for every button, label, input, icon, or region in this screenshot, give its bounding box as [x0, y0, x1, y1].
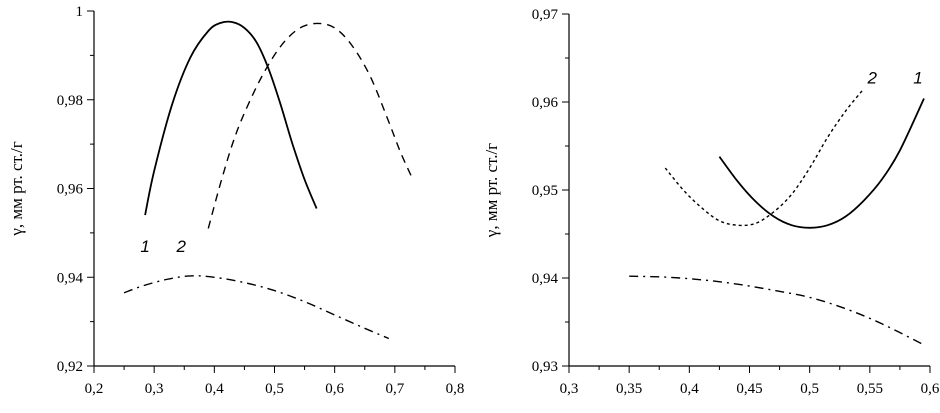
y-tick-label: 0,96 — [532, 95, 559, 111]
y-tick-label: 0,94 — [532, 271, 559, 287]
curve-label-1: 1 — [140, 237, 149, 256]
y-tick-label: 0,94 — [57, 270, 84, 286]
x-tick-label: 0,5 — [800, 381, 819, 397]
series-line-2 — [664, 88, 865, 227]
y-tick-label: 0,93 — [532, 359, 558, 375]
x-tick-label: 0,2 — [85, 381, 104, 397]
y-tick-label: 0,92 — [57, 359, 83, 375]
y-tick-label: 0,97 — [532, 7, 559, 23]
x-tick-label: 0,45 — [736, 381, 762, 397]
x-tick-label: 0,8 — [446, 381, 465, 397]
curve-label-1: 1 — [913, 68, 922, 87]
y-tick-label: 0,95 — [532, 183, 558, 199]
series-line-1 — [718, 98, 925, 229]
series-line-2 — [207, 22, 414, 229]
x-tick-label: 0,55 — [857, 381, 883, 397]
x-tick-label: 0,4 — [205, 381, 224, 397]
y-tick-label: 1 — [76, 4, 84, 20]
y-axis-label: γ, мм рт. ст./г — [482, 143, 501, 238]
series-line-1 — [144, 20, 318, 216]
chart-panel-2: 0,3 0,35 0,4 0,45 0,5 0,55 0,6 0,93 0,94 0,95 0,96… — [482, 7, 940, 397]
curve-label-2: 2 — [176, 237, 187, 256]
curve-label-2: 2 — [867, 68, 878, 87]
chart-panel-1: 0,2 0,3 0,4 0,5 0,6 0,7 0,8 0,92 0,94 0,96 0,98 1 γ,… — [7, 4, 464, 397]
y-tick-label: 0,96 — [57, 182, 84, 198]
x-tick-label: 0,4 — [680, 381, 699, 397]
y-axis-label: γ, мм рт. ст./г — [7, 141, 26, 236]
series-line-baseline — [123, 275, 390, 340]
series-line-baseline — [629, 275, 925, 346]
y-tick-label: 0,98 — [57, 93, 83, 109]
x-tick-label: 0,6 — [921, 381, 940, 397]
x-tick-label: 0,35 — [616, 381, 642, 397]
x-tick-label: 0,5 — [265, 381, 284, 397]
x-tick-label: 0,6 — [325, 381, 344, 397]
x-tick-label: 0,3 — [145, 381, 164, 397]
x-tick-label: 0,3 — [560, 381, 579, 397]
x-tick-label: 0,7 — [385, 381, 404, 397]
